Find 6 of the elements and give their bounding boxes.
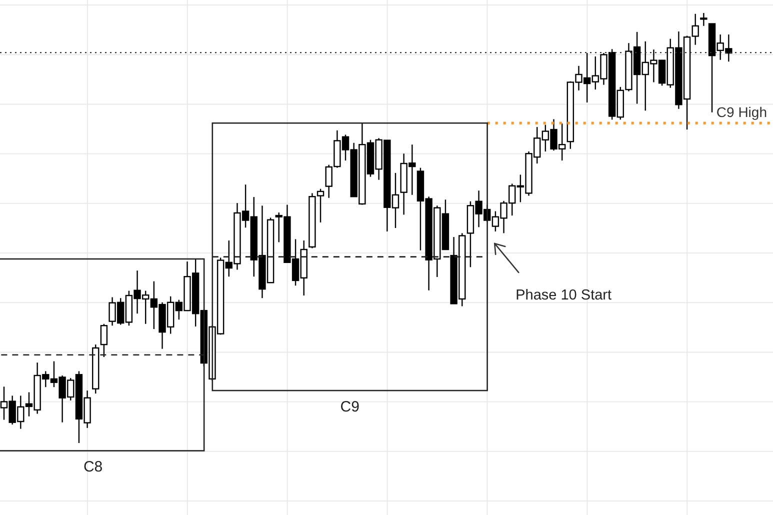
candlestick bbox=[100, 323, 108, 358]
text: C8 bbox=[83, 458, 103, 476]
annotation: C9 bbox=[340, 398, 360, 416]
ref-line-label: C9 High bbox=[716, 104, 767, 120]
annotation: Phase 10 Start bbox=[516, 287, 612, 304]
candlestick bbox=[700, 13, 708, 26]
